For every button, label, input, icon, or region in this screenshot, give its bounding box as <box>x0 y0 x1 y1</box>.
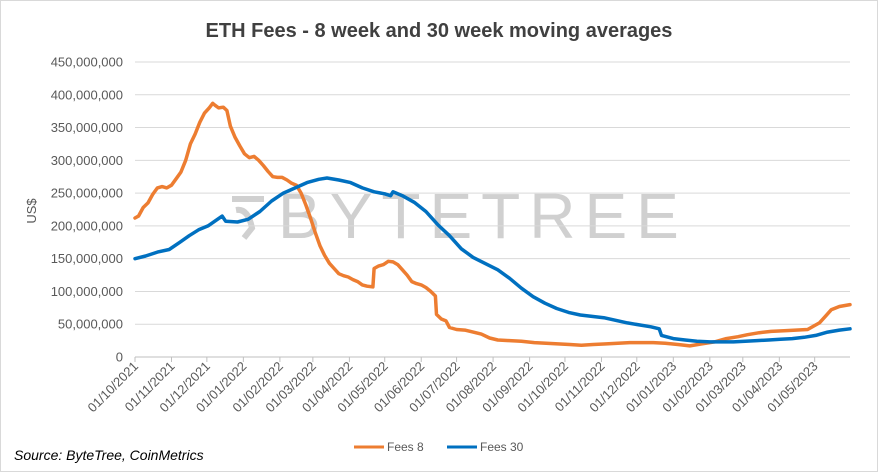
y-tick-label: 300,000,000 <box>51 153 123 168</box>
legend-label-fees-8: Fees 8 <box>387 440 424 454</box>
bytetree-logo-icon <box>232 196 264 240</box>
series-line-fees-8 <box>133 101 852 348</box>
y-tick-label: 150,000,000 <box>51 251 123 266</box>
y-tick-label: 250,000,000 <box>51 186 123 201</box>
source-note: Source: ByteTree, CoinMetrics <box>14 447 204 463</box>
y-axis-ticks: 0 50,000,000 100,000,000 150,000,000 200,000… <box>51 55 123 365</box>
chart-title: ETH Fees - 8 week and 30 week moving ave… <box>206 20 673 42</box>
y-tick-label: 450,000,000 <box>51 55 123 70</box>
series-layer <box>133 101 852 348</box>
legend-label-fees-30: Fees 30 <box>480 440 524 454</box>
y-tick-label: 200,000,000 <box>51 218 123 233</box>
bytetree-watermark: BYTETREE <box>232 180 688 252</box>
x-axis-ticks: 01/10/202101/11/202101/12/202101/01/2022… <box>84 357 821 415</box>
y-tick-label: 50,000,000 <box>58 317 123 332</box>
y-tick-label: 100,000,000 <box>51 284 123 299</box>
watermark-text: BYTETREE <box>278 180 688 252</box>
chart-grid <box>135 61 850 325</box>
y-tick-label: 0 <box>116 350 123 365</box>
series-line-fees-30 <box>133 176 852 344</box>
y-tick-label: 400,000,000 <box>51 87 123 102</box>
y-tick-label: 350,000,000 <box>51 120 123 135</box>
legend: Fees 8 Fees 30 <box>354 440 524 454</box>
y-axis-label: US$ <box>24 198 39 224</box>
